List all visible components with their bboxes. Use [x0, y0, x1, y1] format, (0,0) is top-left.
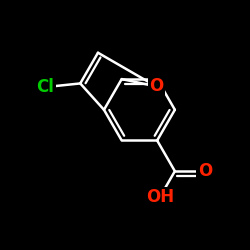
Text: OH: OH	[146, 188, 174, 206]
Text: O: O	[149, 78, 164, 96]
Text: O: O	[198, 162, 212, 180]
Text: Cl: Cl	[36, 78, 54, 96]
